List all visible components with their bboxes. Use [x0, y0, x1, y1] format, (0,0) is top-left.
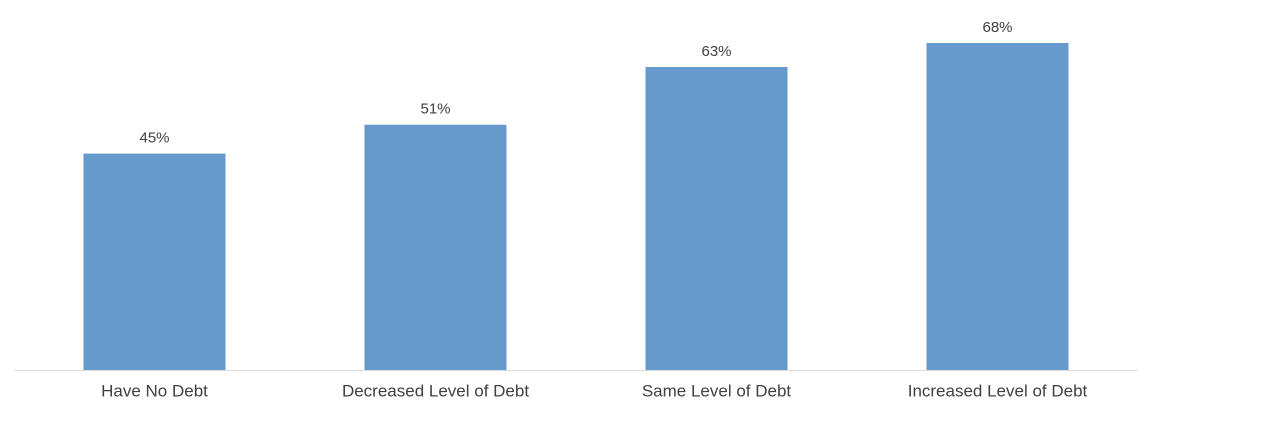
bar — [926, 43, 1069, 370]
data-label: 45% — [139, 130, 169, 147]
bar — [83, 153, 226, 370]
x-tick-label: Decreased Level of Debt — [342, 381, 529, 400]
data-label: 68% — [982, 19, 1012, 36]
x-tick-label: Increased Level of Debt — [908, 381, 1088, 400]
bar — [364, 124, 507, 370]
data-label: 63% — [701, 43, 731, 60]
bar — [645, 67, 788, 370]
x-tick-label: Have No Debt — [101, 381, 208, 400]
data-label: 51% — [420, 101, 450, 118]
x-tick-label: Same Level of Debt — [642, 381, 792, 400]
